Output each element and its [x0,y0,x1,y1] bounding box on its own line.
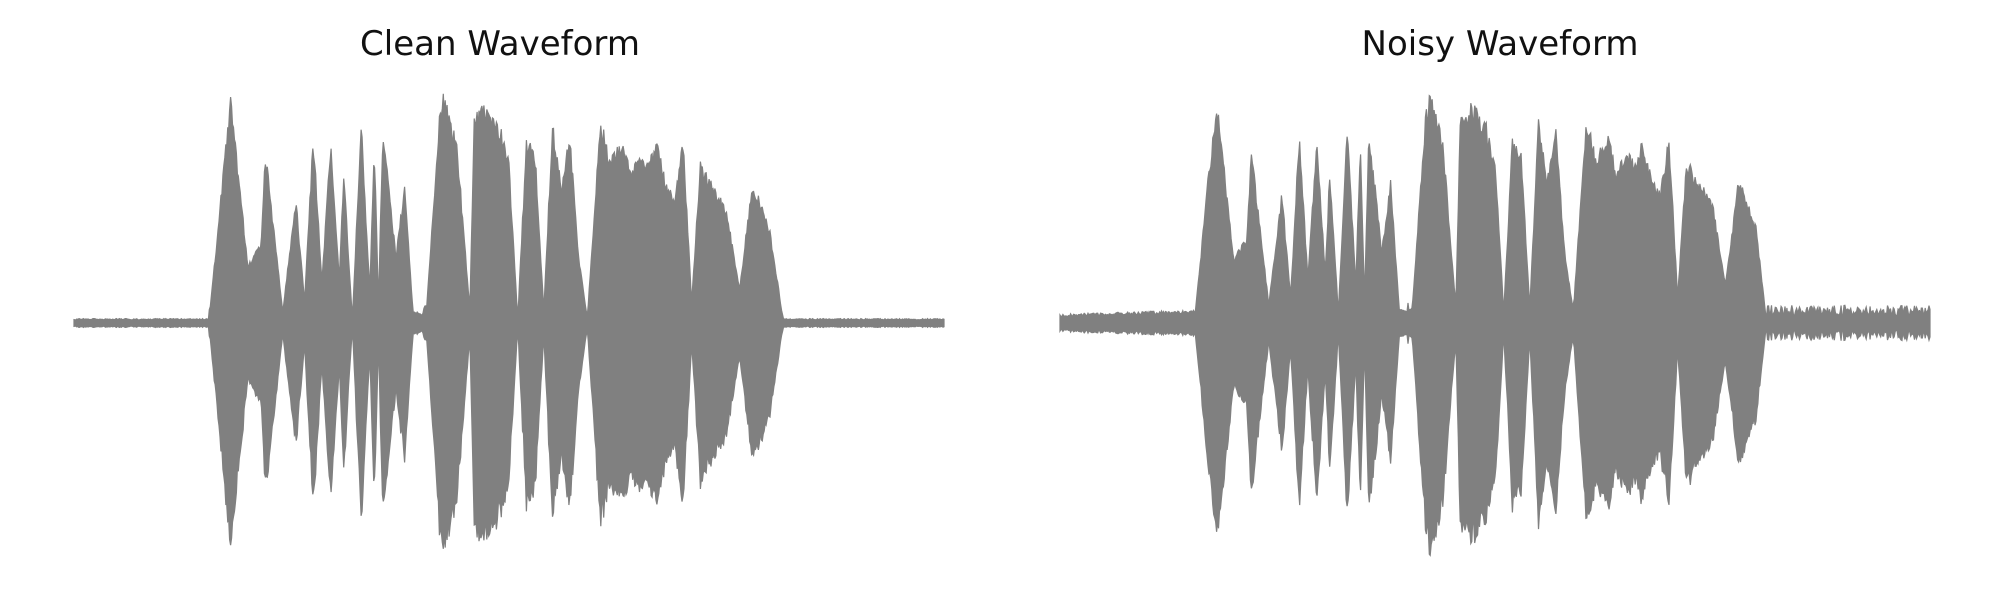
waveform-area [1059,94,1931,557]
clean-waveform-plot [73,93,945,549]
noisy-waveform-title: Noisy Waveform [1361,24,1639,64]
waveform-area [73,93,945,549]
clean-waveform-panel: Clean Waveform [73,24,945,549]
noisy-waveform-panel: Noisy Waveform [1000,0,2000,600]
clean-waveform-title: Clean Waveform [360,24,640,64]
noisy-waveform-series [1059,94,1931,557]
noisy-waveform-plot [1059,94,1931,557]
clean-waveform-series [73,93,945,549]
